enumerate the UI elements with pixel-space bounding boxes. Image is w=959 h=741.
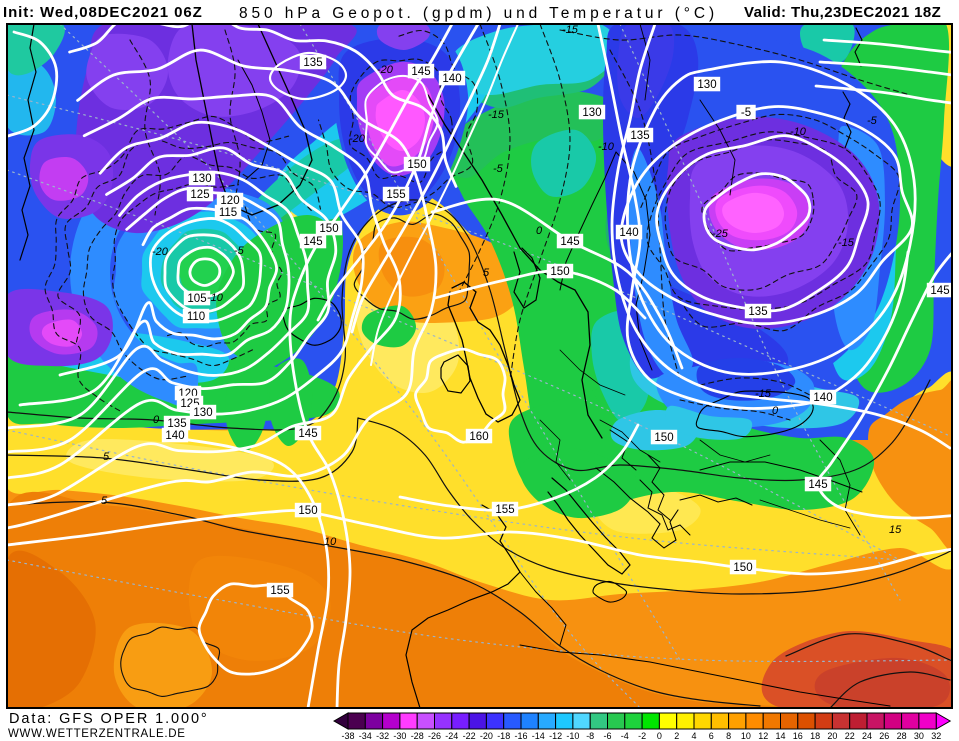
svg-text:150: 150 [298,505,317,517]
svg-text:145: 145 [930,285,949,297]
svg-text:26: 26 [879,731,889,741]
svg-text:0: 0 [657,731,662,741]
svg-text:-18: -18 [497,731,510,741]
svg-text:4: 4 [691,731,696,741]
svg-text:-2: -2 [638,731,646,741]
svg-text:-25: -25 [712,228,729,240]
svg-text:-14: -14 [532,731,545,741]
svg-text:5: 5 [101,495,108,507]
svg-text:0: 0 [153,414,160,426]
svg-text:105: 105 [187,293,206,305]
svg-text:Data: GFS OPER 1.000°: Data: GFS OPER 1.000° [9,711,209,727]
svg-text:110: 110 [187,311,205,323]
svg-text:155: 155 [386,189,405,201]
svg-text:-10: -10 [207,292,224,304]
svg-text:-5: -5 [493,163,504,175]
svg-text:16: 16 [793,731,803,741]
svg-text:-22: -22 [463,731,476,741]
svg-text:-10: -10 [598,141,615,153]
svg-text:-16: -16 [514,731,527,741]
svg-text:-10: -10 [566,731,579,741]
svg-text:-20: -20 [377,64,394,76]
svg-text:150: 150 [319,223,338,235]
svg-text:WWW.WETTERZENTRALE.DE: WWW.WETTERZENTRALE.DE [8,728,186,740]
svg-text:135: 135 [167,418,186,430]
svg-text:115: 115 [219,207,237,219]
svg-text:135: 135 [630,130,649,142]
svg-text:-12: -12 [549,731,562,741]
svg-text:150: 150 [407,159,426,171]
svg-text:155: 155 [270,585,289,597]
svg-text:6: 6 [709,731,714,741]
svg-text:Valid: Thu,23DEC2021 18Z: Valid: Thu,23DEC2021 18Z [744,4,941,21]
svg-text:145: 145 [560,236,579,248]
svg-text:145: 145 [411,66,430,78]
svg-text:-6: -6 [603,731,611,741]
svg-text:0: 0 [772,405,779,417]
svg-text:-4: -4 [621,731,629,741]
svg-text:-5: -5 [867,115,878,127]
svg-text:10: 10 [324,536,337,548]
svg-text:130: 130 [193,407,212,419]
svg-text:145: 145 [808,479,827,491]
svg-text:155: 155 [495,504,514,516]
svg-text:8: 8 [726,731,731,741]
svg-text:0: 0 [536,225,543,237]
svg-text:130: 130 [582,107,601,119]
svg-text:-26: -26 [428,731,441,741]
svg-text:-28: -28 [411,731,424,741]
svg-text:140: 140 [442,73,461,85]
svg-text:-34: -34 [359,731,372,741]
svg-text:22: 22 [845,731,855,741]
svg-text:850 hPa Geopot. (gpdm) und Tem: 850 hPa Geopot. (gpdm) und Temperatur (°… [239,5,718,22]
svg-text:5: 5 [103,451,110,463]
svg-text:30: 30 [914,731,924,741]
svg-text:120: 120 [220,195,239,207]
svg-text:140: 140 [619,227,638,239]
svg-text:145: 145 [303,236,322,248]
svg-text:135: 135 [303,57,322,69]
svg-text:24: 24 [862,731,872,741]
svg-text:-20: -20 [152,246,169,258]
svg-text:160: 160 [469,431,488,443]
svg-text:14: 14 [775,731,785,741]
svg-text:-5: -5 [741,107,751,119]
svg-text:-20: -20 [349,133,366,145]
svg-text:130: 130 [192,173,211,185]
svg-text:-15: -15 [488,109,505,121]
svg-text:12: 12 [758,731,768,741]
svg-text:5: 5 [483,267,490,279]
svg-text:28: 28 [897,731,907,741]
svg-text:-10: -10 [790,126,807,138]
svg-text:-5: -5 [234,245,245,257]
svg-text:-15: -15 [838,237,855,249]
svg-text:140: 140 [813,392,832,404]
svg-text:130: 130 [697,79,716,91]
svg-text:150: 150 [654,432,673,444]
svg-text:125: 125 [190,189,209,201]
svg-text:-20: -20 [480,731,493,741]
svg-text:-8: -8 [586,731,594,741]
svg-text:150: 150 [733,562,752,574]
svg-text:135: 135 [748,306,767,318]
svg-text:32: 32 [931,731,941,741]
svg-text:18: 18 [810,731,820,741]
svg-text:-30: -30 [393,731,406,741]
svg-text:-32: -32 [376,731,389,741]
svg-text:2: 2 [674,731,679,741]
svg-text:-15: -15 [562,24,579,36]
svg-text:150: 150 [550,266,569,278]
svg-text:-15: -15 [755,388,772,400]
svg-text:20: 20 [827,731,837,741]
svg-text:10: 10 [741,731,751,741]
svg-text:145: 145 [298,428,317,440]
svg-text:Init: Wed,08DEC2021 06Z: Init: Wed,08DEC2021 06Z [3,4,203,21]
svg-text:15: 15 [889,524,902,536]
svg-text:140: 140 [165,430,184,442]
svg-text:-24: -24 [445,731,458,741]
svg-text:-38: -38 [341,731,354,741]
